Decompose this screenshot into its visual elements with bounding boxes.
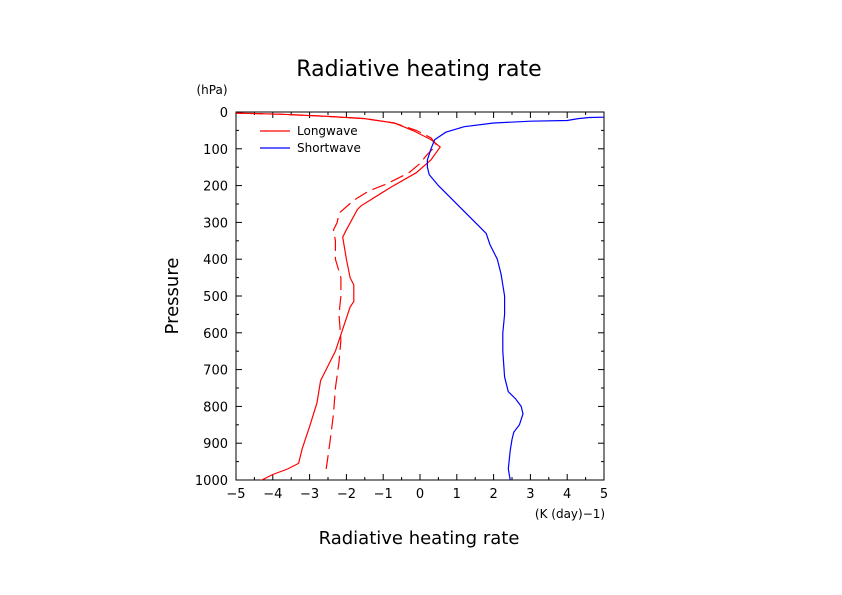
legend-label: Longwave	[297, 124, 358, 138]
plot-frame	[235, 111, 605, 481]
x-tick-label: 1	[453, 487, 461, 502]
x-tick-label: −1	[374, 487, 393, 502]
y-tick-label: 800	[203, 400, 228, 415]
x-tick-label: 2	[489, 487, 497, 502]
y-tick-label: 1000	[195, 474, 228, 489]
y-tick-label: 0	[220, 106, 228, 121]
x-tick-label: 0	[416, 487, 424, 502]
x-tick-label: −2	[337, 487, 356, 502]
series-line-0	[236, 112, 442, 480]
legend-label: Shortwave	[297, 141, 361, 155]
x-tick-label: 4	[563, 487, 571, 502]
y-tick-label: 300	[203, 216, 228, 231]
x-tick-label: 3	[526, 487, 534, 502]
x-tick-label: −3	[300, 487, 319, 502]
x-tick-label: 5	[600, 487, 608, 502]
x-tick-label: −5	[226, 487, 245, 502]
series-line-2	[426, 116, 604, 480]
y-tick-label: 100	[203, 143, 228, 158]
x-axis-title: Radiative heating rate	[319, 528, 520, 549]
y-tick-label: 900	[203, 437, 228, 452]
x-tick-label: −4	[263, 487, 282, 502]
chart-title: Radiative heating rate	[296, 57, 541, 82]
y-tick-label: 400	[203, 253, 228, 268]
y-tick-label: 700	[203, 364, 228, 379]
y-tick-label: 500	[203, 290, 228, 305]
x-unit-label: (K (day)−1)	[535, 507, 605, 521]
y-axis-title: Pressure	[162, 258, 183, 335]
y-unit-label: (hPa)	[196, 83, 227, 97]
series-line-1	[236, 112, 438, 470]
y-tick-label: 600	[203, 327, 228, 342]
y-tick-label: 200	[203, 180, 228, 195]
